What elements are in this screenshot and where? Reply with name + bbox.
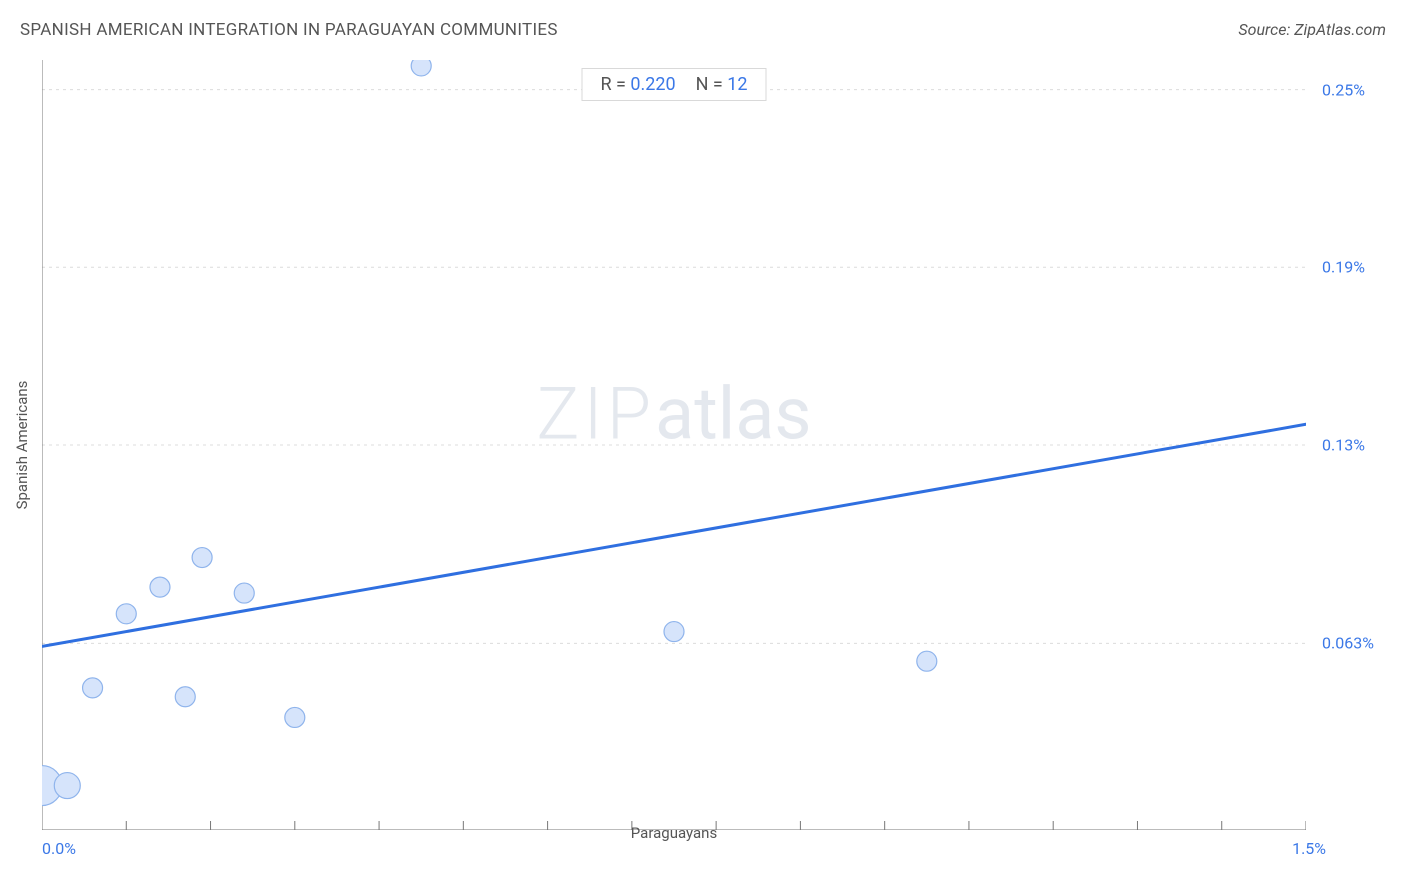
y-tick-label: 0.25% — [1322, 80, 1365, 99]
y-tick-label: 0.13% — [1322, 436, 1365, 455]
scatter-plot: ZIPatlas R = 0.220N = 12 Spanish America… — [42, 60, 1306, 830]
plot-svg — [42, 60, 1306, 830]
y-axis-title: Spanish Americans — [13, 381, 31, 510]
stats-box: R = 0.220 N = 12 — [581, 68, 766, 101]
stat-n-label: N = — [696, 74, 728, 95]
stat-r-label: R = — [600, 74, 630, 95]
chart-title: SPANISH AMERICAN INTEGRATION IN PARAGUAY… — [20, 20, 558, 40]
stat-r-value: 0.220 — [630, 74, 675, 95]
y-tick-label: 0.19% — [1322, 258, 1365, 277]
x-max-label: 1.5% — [1292, 839, 1326, 858]
stat-n-value: 12 — [727, 74, 747, 95]
chart-source: Source: ZipAtlas.com — [1238, 20, 1386, 39]
y-tick-label: 0.063% — [1322, 634, 1374, 653]
chart-header: SPANISH AMERICAN INTEGRATION IN PARAGUAY… — [20, 20, 1386, 50]
x-axis-title: Paraguayans — [631, 824, 717, 842]
x-min-label: 0.0% — [42, 839, 76, 858]
